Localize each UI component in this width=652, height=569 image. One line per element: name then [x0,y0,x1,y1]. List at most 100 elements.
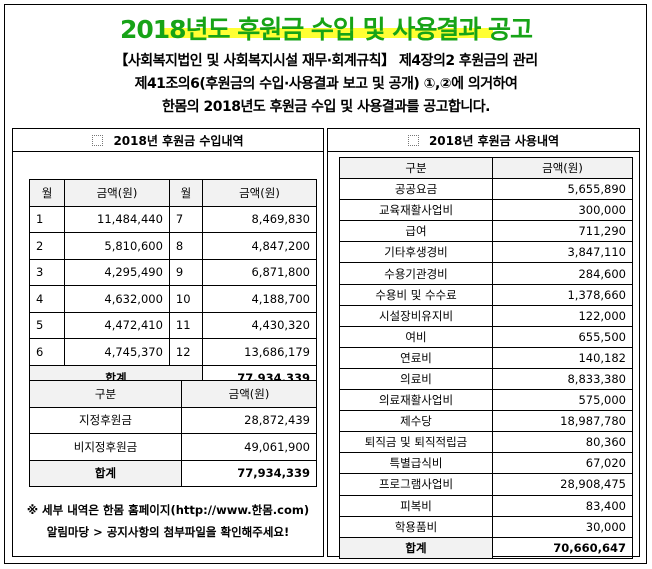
table-row: 퇴직금 및 퇴직적립금 80,360 [339,431,633,454]
amount-cell: 5,655,890 [492,178,633,201]
table-row: 6 4,745,370 12 13,686,179 [29,338,318,366]
table-row: 2 5,810,600 8 4,847,200 [29,232,318,260]
table-row: 교육재활사업비 300,000 [339,199,633,222]
income-panel-header: 2018년 후원금 수입내역 [13,129,323,152]
amount-cell: 11,484,440 [64,205,170,233]
table-row: 의료재활사업비 575,000 [339,389,633,412]
amount-cell: 49,061,900 [181,433,317,461]
table-row: 4 4,632,000 10 4,188,700 [29,285,318,313]
amount-cell: 575,000 [492,389,633,412]
income-panel: 2018년 후원금 수입내역 [12,128,324,557]
month-cell: 2 [29,232,65,260]
category-cell: 학용품비 [339,515,493,538]
summary-table: 구분 금액(원) 지정후원금 28,872,439 비지정후원금 49,061,… [29,380,317,487]
amount-cell: 4,632,000 [64,285,170,313]
amount-cell: 6,871,800 [201,258,318,286]
table-row: 피복비 83,400 [339,494,633,517]
intro-line-3: 한몸의 2018년도 후원금 수입 및 사용결과를 공고합니다. [161,99,491,115]
amount-cell: 284,600 [492,262,633,285]
category-cell: 의료비 [339,367,493,391]
table-row: 지정후원금 28,872,439 [29,406,317,434]
category-cell: 의료재활사업비 [339,389,493,412]
col-category: 구분 [29,380,182,408]
amount-cell: 655,500 [492,325,633,348]
month-cell: 6 [29,338,65,366]
table-row: 5 4,472,410 11 4,430,320 [29,311,318,339]
footnote-line-2: 알림마당 > 공지사항의 첨부파일을 확인해주세요! [46,525,290,539]
month-cell: 10 [168,285,203,313]
table-row: 연료비 140,182 [339,346,633,369]
amount-cell: 122,000 [492,304,633,327]
income-header-row: 월 금액(원) 월 금액(원) [29,179,318,207]
total-value: 77,934,339 [181,459,317,487]
category-cell: 시설장비유지비 [339,304,493,327]
expense-table: 구분 금액(원) 공공요금 5,655,890 교육재활사업비 300,000 급여… [339,156,633,559]
amount-cell: 67,020 [492,452,633,475]
income-panel-title: 2018년 후원금 수입내역 [113,133,244,148]
month-cell: 9 [168,258,203,286]
amount-cell: 83,400 [492,494,633,517]
month-cell: 3 [29,258,65,286]
col-category: 구분 [339,156,493,180]
footnote-line-1: ※ 세부 내역은 한몸 홈페이지(http://www.한몸.com) [26,503,310,517]
category-cell: 기타후생경비 [339,241,493,264]
amount-cell: 8,833,380 [492,367,633,391]
table-row: 의료비 8,833,380 [339,367,633,391]
amount-cell: 4,745,370 [64,338,170,366]
category-cell: 급여 [339,220,493,243]
table-row: 급여 711,290 [339,220,633,243]
table-row: 학용품비 30,000 [339,515,633,538]
col-month-1: 월 [29,179,65,207]
amount-cell: 300,000 [492,199,633,222]
table-row: 여비 655,500 [339,325,633,348]
category-cell: 지정후원금 [29,406,182,434]
income-table: 월 금액(원) 월 금액(원) 1 11,484,440 7 8,469,830… [29,179,318,392]
total-value: 70,660,647 [492,536,633,559]
total-label: 합계 [29,459,182,487]
title-highlight [160,28,493,38]
amount-cell: 4,188,700 [201,285,318,313]
amount-cell: 8,469,830 [201,205,318,233]
month-cell: 12 [168,338,203,366]
table-row: 수용비 및 수수료 1,378,660 [339,283,633,306]
col-amount: 금액(원) [181,380,317,408]
category-cell: 여비 [339,325,493,348]
table-row: 특별급식비 67,020 [339,452,633,475]
month-cell: 5 [29,311,65,339]
table-row: 3 4,295,490 9 6,871,800 [29,258,318,286]
summary-total-row: 합계 77,934,339 [29,459,317,487]
table-row: 기타후생경비 3,847,110 [339,241,633,264]
table-row: 공공요금 5,655,890 [339,178,633,201]
total-label: 합계 [339,536,493,559]
notice-frame [4,4,647,564]
category-cell: 수용비 및 수수료 [339,283,493,306]
category-cell: 비지정후원금 [29,433,182,461]
month-cell: 7 [168,205,203,233]
category-cell: 특별급식비 [339,452,493,475]
summary-header-row: 구분 금액(원) [29,380,317,408]
col-amount: 금액(원) [492,156,633,180]
month-cell: 1 [29,205,65,233]
amount-cell: 80,360 [492,431,633,454]
amount-cell: 4,472,410 [64,311,170,339]
checkbox-icon [92,134,104,146]
category-cell: 프로그램사업비 [339,473,493,496]
intro-line-2: 제41조의6(후원금의 수입·사용결과 보고 및 공개) ①,②에 의거하여 [134,76,518,92]
table-row: 수용기관경비 284,600 [339,262,633,285]
month-cell: 11 [168,311,203,339]
intro-line-1: 【사회복지법인 및 사회복지시설 재무·회계규칙】 제4장의2 후원금의 관리 [114,53,538,69]
table-row: 1 11,484,440 7 8,469,830 [29,205,318,233]
amount-cell: 30,000 [492,515,633,538]
amount-cell: 28,908,475 [492,473,633,496]
amount-cell: 711,290 [492,220,633,243]
page-title: 2018년도 후원금 수입 및 사용결과 공고 [119,15,533,44]
category-cell: 수용기관경비 [339,262,493,285]
month-cell: 4 [29,285,65,313]
amount-cell: 1,378,660 [492,283,633,306]
expense-panel-title: 2018년 후원금 사용내역 [428,133,560,148]
table-row: 비지정후원금 49,061,900 [29,433,317,461]
col-amount-1: 금액(원) [64,179,170,207]
category-cell: 교육재활사업비 [339,199,493,222]
expense-total-row: 합계 70,660,647 [339,536,633,559]
expense-header-row: 구분 금액(원) [339,156,633,180]
